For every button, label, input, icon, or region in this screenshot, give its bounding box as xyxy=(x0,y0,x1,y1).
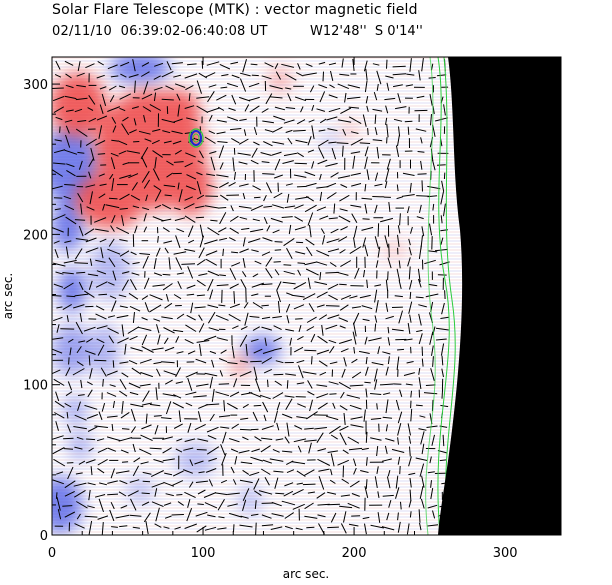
vector-field-segments xyxy=(52,58,450,535)
y-tick-label: 100 xyxy=(23,379,48,394)
x-tick-label: 300 xyxy=(493,546,518,561)
observation-time: 02/11/10 06:39:02-06:40:08 UT xyxy=(52,24,268,39)
y-tick-label: 0 xyxy=(40,529,48,544)
x-axis-label: arc sec. xyxy=(283,567,329,581)
negative-polarity-regions xyxy=(52,57,340,533)
limb-contours xyxy=(425,57,456,535)
x-axis-ticks: 0 100 200 300 xyxy=(48,57,536,561)
figure-title: Solar Flare Telescope (MTK) : vector mag… xyxy=(52,2,418,18)
y-axis-label: arc sec. xyxy=(1,273,15,319)
x-tick-label: 0 xyxy=(48,546,56,561)
y-tick-label: 300 xyxy=(23,78,48,93)
y-axis-ticks: 0 100 200 300 xyxy=(23,78,561,544)
x-tick-label: 100 xyxy=(191,546,216,561)
x-tick-label: 200 xyxy=(342,546,367,561)
off-limb-region xyxy=(438,57,561,535)
plot-frame xyxy=(51,56,562,536)
observation-position: W12'48'' S 0'14'' xyxy=(310,24,423,39)
sunspot-contours xyxy=(188,128,204,148)
y-tick-label: 200 xyxy=(23,228,48,243)
magnetogram-image xyxy=(52,57,561,535)
positive-polarity-regions xyxy=(52,66,407,377)
